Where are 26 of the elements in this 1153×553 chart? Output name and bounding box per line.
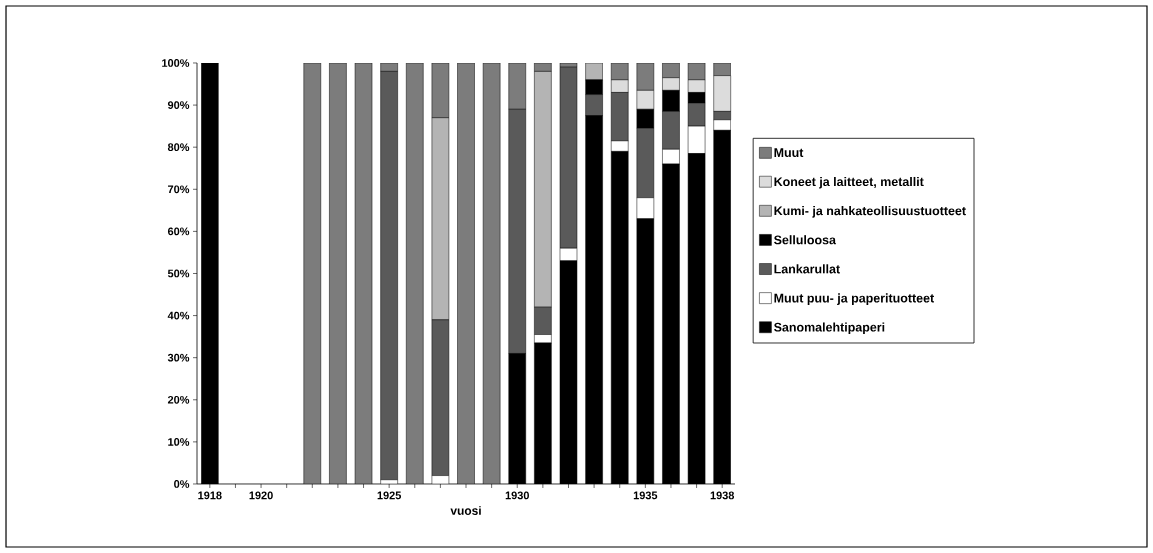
bar	[534, 71, 552, 308]
legend-label: Selluloosa	[774, 235, 837, 245]
y-tick-label: 60%	[167, 227, 190, 236]
y-tick-label: 20%	[167, 395, 190, 404]
x-tick-label: 1918	[198, 491, 222, 500]
x-tick-label: 1925	[377, 491, 402, 500]
x-tick-label: 1935	[633, 491, 658, 500]
legend-label: Muut	[774, 148, 804, 158]
y-tick-label: 0%	[174, 480, 190, 488]
y-tick-label: 90%	[167, 101, 190, 109]
legend-label: Sanomalehtipaperi	[774, 322, 885, 335]
legend-label: Lankarullat	[774, 264, 840, 274]
y-tick-label: 30%	[167, 353, 190, 362]
legend-label: Koneet ja laitteet, metallit	[774, 176, 924, 189]
y-tick-label: 10%	[168, 438, 190, 446]
y-tick-label: 70%	[168, 185, 190, 194]
y-tick-label: 40%	[167, 311, 190, 320]
x-tick-label: 1930	[505, 491, 529, 500]
y-tick-label: 80%	[167, 143, 190, 152]
legend-label: Muut puu- ja paperituotteet	[774, 293, 935, 305]
x-tick-label: 1938	[710, 491, 735, 500]
y-tick-label: 50%	[167, 269, 190, 278]
legend-label: Kumi- ja nahkateollisuustuotteet	[774, 206, 966, 218]
y-tick-label: 100%	[162, 59, 190, 67]
x-tick-label: 1920	[249, 491, 273, 500]
x-axis-title: vuosi	[450, 506, 481, 515]
